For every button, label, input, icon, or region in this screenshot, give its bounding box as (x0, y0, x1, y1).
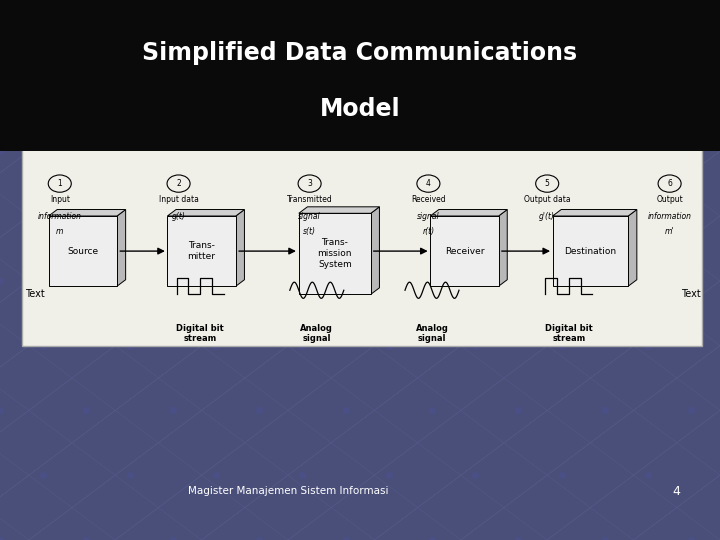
Text: signal: signal (298, 212, 321, 221)
FancyBboxPatch shape (168, 216, 236, 286)
Text: Output data: Output data (524, 195, 570, 205)
Text: Analog
signal: Analog signal (415, 324, 449, 343)
Text: 5: 5 (545, 179, 549, 188)
FancyBboxPatch shape (431, 216, 498, 286)
Text: Transmitted: Transmitted (287, 195, 333, 205)
Polygon shape (49, 210, 126, 216)
Text: Analog
signal: Analog signal (300, 324, 333, 343)
Polygon shape (431, 210, 507, 216)
Text: Trans-
mission
System: Trans- mission System (318, 238, 352, 269)
Bar (22, 146, 702, 346)
Text: Text: Text (681, 289, 701, 299)
Text: information: information (37, 212, 82, 221)
Text: m': m' (665, 227, 675, 236)
Text: Magister Manajemen Sistem Informasi: Magister Manajemen Sistem Informasi (188, 487, 388, 496)
Text: signal: signal (417, 212, 440, 221)
Polygon shape (236, 210, 245, 286)
Text: Received: Received (411, 195, 446, 205)
Text: Digital bit
stream: Digital bit stream (176, 324, 224, 343)
Polygon shape (371, 207, 379, 294)
Polygon shape (299, 207, 379, 213)
Text: Simplified Data Communications: Simplified Data Communications (143, 41, 577, 65)
Text: 2: 2 (176, 179, 181, 188)
Text: Input data: Input data (158, 195, 199, 205)
Polygon shape (553, 210, 636, 216)
FancyBboxPatch shape (49, 216, 117, 286)
Polygon shape (628, 210, 636, 286)
Text: Digital bit
stream: Digital bit stream (545, 324, 593, 343)
Bar (0, 0, 720, 151)
Text: 6: 6 (667, 179, 672, 188)
Polygon shape (117, 210, 126, 286)
FancyBboxPatch shape (299, 213, 371, 294)
Polygon shape (168, 210, 245, 216)
Text: Output: Output (656, 195, 683, 205)
Text: Text: Text (24, 289, 45, 299)
Text: Input: Input (50, 195, 70, 205)
Text: information: information (647, 212, 692, 221)
Text: Trans-
mitter: Trans- mitter (188, 241, 215, 261)
Text: r(t): r(t) (423, 227, 434, 236)
Text: s(t): s(t) (303, 227, 316, 236)
Text: Model: Model (320, 97, 400, 121)
Text: Destination: Destination (564, 247, 616, 255)
Polygon shape (498, 210, 507, 286)
Text: Receiver: Receiver (445, 247, 484, 255)
Text: g(t): g(t) (171, 212, 186, 221)
FancyBboxPatch shape (553, 216, 628, 286)
Text: Source: Source (67, 247, 99, 255)
Text: 1: 1 (58, 179, 62, 188)
Text: 4: 4 (426, 179, 431, 188)
Text: 4: 4 (673, 485, 680, 498)
Text: m: m (56, 227, 63, 236)
Text: g'(t): g'(t) (539, 212, 555, 221)
Text: 3: 3 (307, 179, 312, 188)
